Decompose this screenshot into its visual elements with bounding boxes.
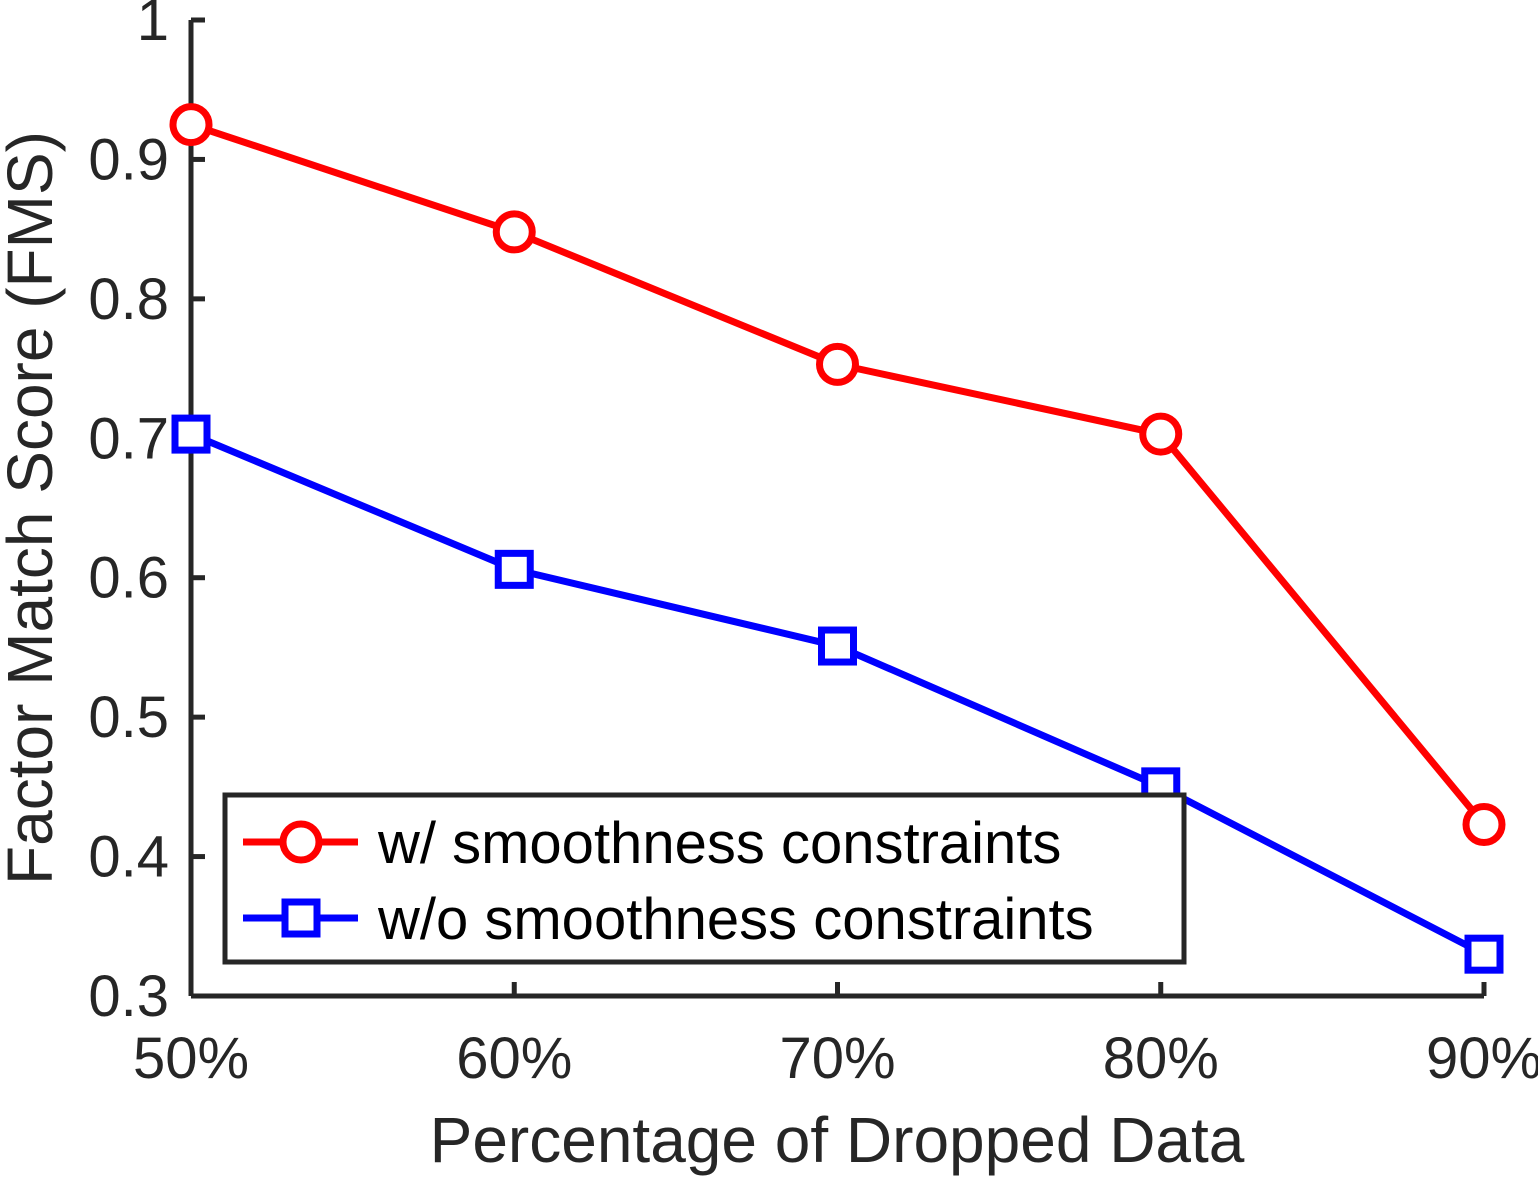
legend-item: w/ smoothness constraints — [243, 811, 1061, 876]
y-tick-label: 0.5 — [88, 685, 169, 750]
x-tick-label: 80% — [1103, 1026, 1219, 1091]
data-point — [1462, 803, 1506, 847]
y-tick-label: 0.9 — [88, 127, 169, 192]
data-point — [169, 103, 213, 147]
legend: w/ smoothness constraints w/o smoothness … — [222, 792, 1187, 965]
x-ticks: 50% 60% 70% 80% 90% — [133, 982, 1538, 1091]
data-point — [171, 414, 211, 454]
data-point — [1139, 412, 1183, 456]
x-tick-label: 50% — [133, 1026, 249, 1091]
y-ticks: 0.3 0.4 0.5 0.6 0.7 0.8 0.9 1 — [88, 0, 205, 1029]
legend-label: w/ smoothness constraints — [377, 811, 1061, 876]
data-point — [492, 210, 536, 254]
series-line — [189, 121, 1487, 827]
y-tick-label: 0.7 — [88, 406, 169, 471]
y-tick-label: 0.4 — [88, 825, 169, 890]
legend-marker — [279, 820, 323, 864]
x-tick-label: 70% — [779, 1026, 895, 1091]
data-point — [816, 342, 859, 386]
y-tick-label: 0.8 — [88, 267, 169, 332]
y-axis-label: Factor Match Score (FMS) — [0, 131, 66, 885]
data-point — [494, 549, 534, 589]
y-tick-label: 0.3 — [88, 964, 169, 1029]
data-point — [1464, 934, 1504, 974]
legend-items: w/ smoothness constraints w/o smoothness … — [243, 811, 1094, 952]
series-0 — [169, 103, 1506, 847]
legend-label: w/o smoothness constraints — [377, 887, 1094, 952]
y-tick-label: 1 — [137, 0, 169, 53]
x-axis-label: Percentage of Dropped Data — [430, 1104, 1245, 1176]
x-tick-label: 90% — [1426, 1026, 1538, 1091]
legend-marker — [281, 898, 321, 938]
legend-item: w/o smoothness constraints — [243, 887, 1094, 952]
y-tick-label: 0.6 — [88, 546, 169, 611]
legend-box — [222, 792, 1187, 965]
x-tick-label: 60% — [456, 1026, 572, 1091]
data-point — [818, 626, 857, 666]
series-group — [169, 103, 1506, 974]
